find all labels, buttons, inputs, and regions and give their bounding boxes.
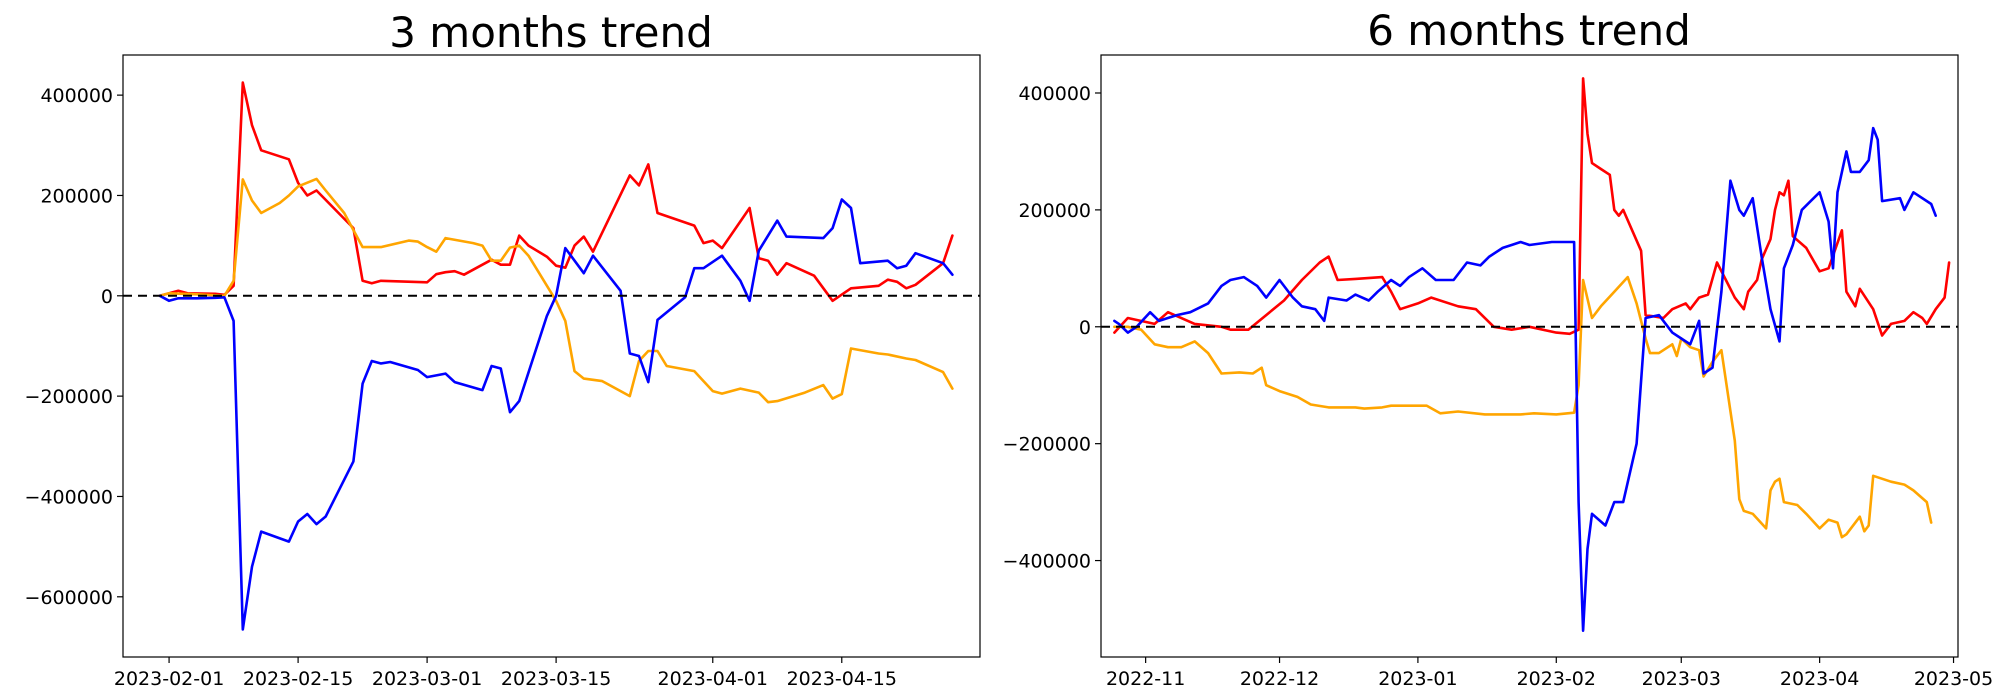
x-tick-label: 2023-03-01 [372,668,482,690]
x-axis: 2022-11 2022-12 2023-01 2023-02 2023-03 2023-… [1106,657,1993,690]
x-tick-label: 2023-03 [1642,668,1721,690]
y-tick-label: −400000 [1003,551,1091,573]
chart-title: 6 months trend [1367,6,1691,55]
y-tick-label: 400000 [40,85,113,107]
x-tick-label: 2022-11 [1106,668,1185,690]
x-tick-label: 2022-12 [1240,668,1319,690]
plot-area [123,81,980,631]
plot-frame [1100,54,1959,658]
series-red-line [158,81,954,303]
x-axis: 2023-02-01 2023-02-15 2023-03-01 2023-03-15… [114,657,897,690]
y-axis: 400000 200000 0 −200000 −400000 [1003,83,1101,573]
x-tick-label: 2023-04 [1780,668,1859,690]
x-tick-label: 2023-05 [1914,668,1993,690]
x-tick-label: 2023-02-01 [114,668,224,690]
y-tick-label: 400000 [1018,83,1091,105]
y-tick-label: −600000 [25,587,113,609]
x-tick-label: 2023-02 [1517,668,1596,690]
y-axis: 400000 200000 0 −200000 −400000 −600000 [25,85,123,609]
x-tick-label: 2023-04-01 [658,668,768,690]
y-tick-label: −200000 [1003,434,1091,456]
x-tick-label: 2023-02-15 [243,668,353,690]
series-orange-line [158,177,954,404]
y-tick-label: 0 [1079,317,1091,339]
plot-frame [122,54,981,658]
x-tick-label: 2023-03-15 [501,668,611,690]
series-blue-line [1113,126,1937,632]
y-tick-label: −200000 [25,386,113,408]
x-tick-label: 2023-04-15 [787,668,897,690]
series-blue-line [158,198,954,631]
x-tick-label: 2023-01 [1378,668,1457,690]
series-orange-line [1113,275,1933,539]
y-tick-label: 200000 [40,185,113,207]
chart-3-months: 3 months trend 400000 200000 0 −200000 −4000… [25,8,981,690]
y-tick-label: 0 [101,286,113,308]
plot-area [1101,77,1958,632]
y-tick-label: −400000 [25,486,113,508]
chart-title: 3 months trend [389,8,713,57]
chart-6-months: 6 months trend 400000 200000 0 −200000 −4000… [1003,6,1994,690]
y-tick-label: 200000 [1018,200,1091,222]
series-red-line [1113,77,1951,337]
